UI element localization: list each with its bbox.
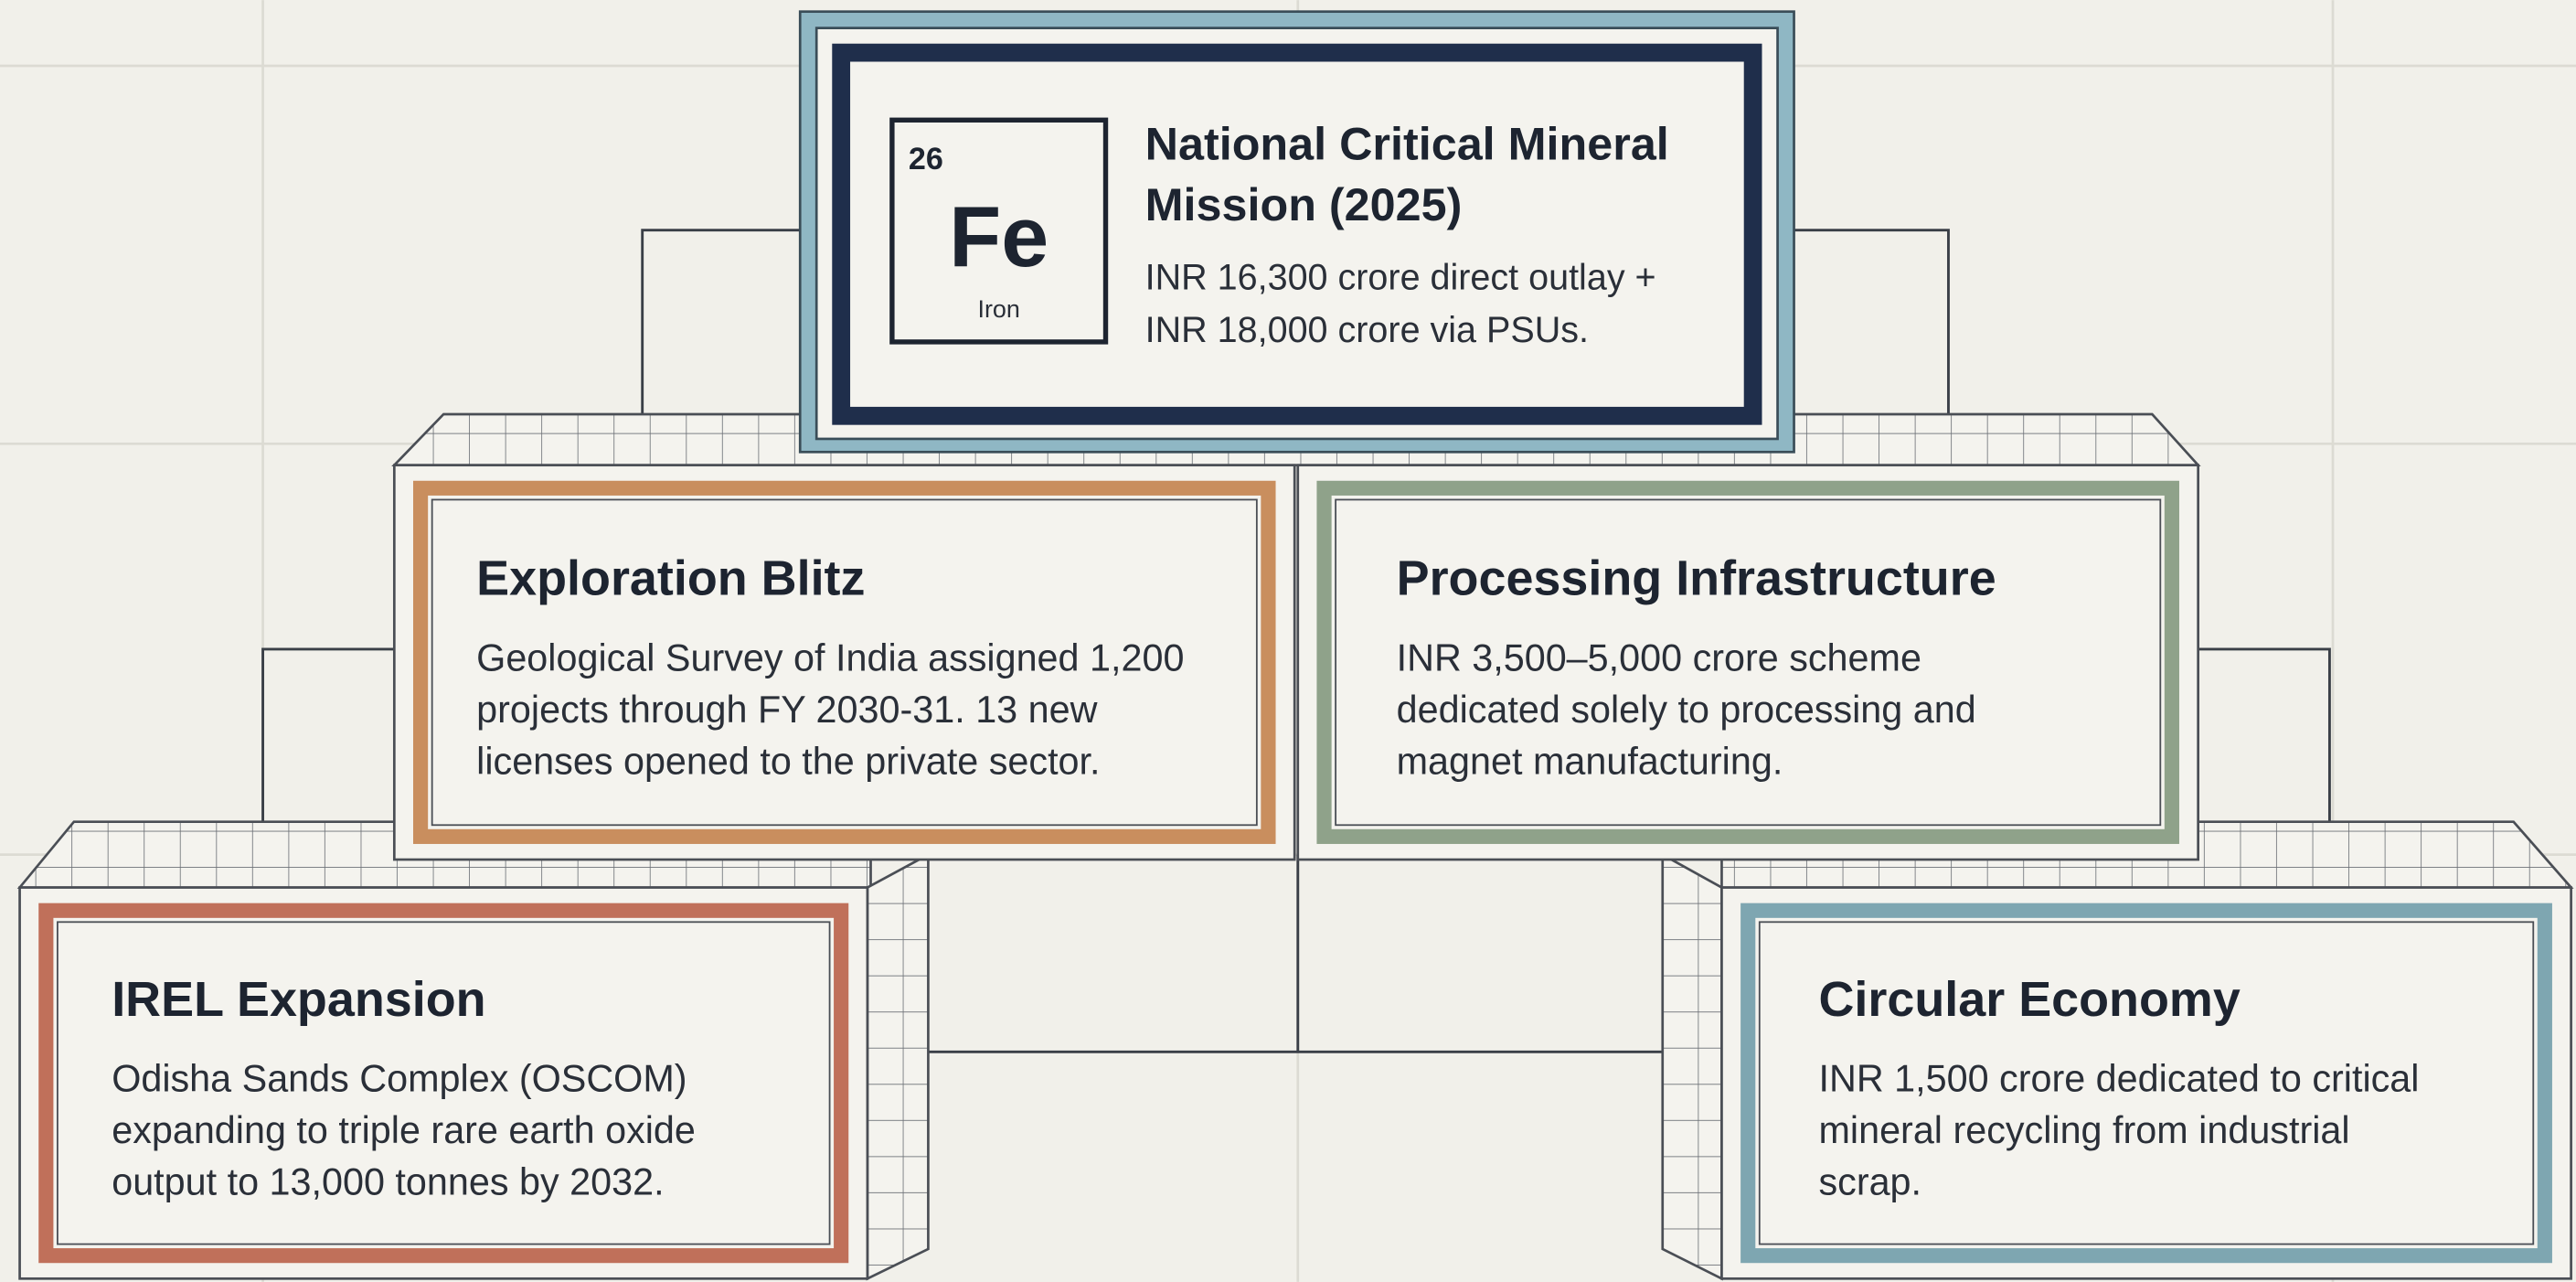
card-text: magnet manufacturing. [1397, 741, 1783, 783]
card-border [38, 903, 849, 1264]
element-number: 26 [909, 142, 943, 176]
card-text: INR 3,500–5,000 crore scheme [1397, 636, 1921, 678]
card-title: Circular Economy [1818, 972, 2240, 1027]
card-text: INR 1,500 crore dedicated to critical [1818, 1057, 2419, 1099]
card-inner [1758, 921, 2535, 1245]
card-inner [57, 921, 831, 1245]
card-border [1740, 903, 2552, 1264]
card-frame [18, 886, 869, 1280]
card-text: Odisha Sands Complex (OSCOM) [112, 1057, 687, 1099]
element-name: Iron [977, 295, 1019, 323]
card-text: scrap. [1818, 1161, 1921, 1203]
card-frame [392, 464, 1296, 861]
card-border [1316, 480, 2179, 844]
card-frame [1720, 886, 2572, 1280]
header-text: INR 16,300 crore direct outlay + [1145, 257, 1656, 297]
card-inner [1335, 498, 2162, 827]
card-title: Exploration Blitz [476, 551, 865, 606]
card-text: dedicated solely to processing and [1397, 689, 1976, 731]
connectors [261, 229, 2331, 1053]
card-title: IREL Expansion [112, 972, 485, 1027]
card-title: Processing Infrastructure [1397, 551, 1996, 606]
card-text: Geological Survey of India assigned 1,20… [476, 636, 1184, 678]
card-frame [1296, 464, 2199, 861]
header-card: 26 Fe Iron National Critical Mineral Mis… [798, 10, 1795, 454]
card-text: expanding to triple rare earth oxide [112, 1109, 696, 1151]
header-text: INR 18,000 crore via PSUs. [1145, 310, 1589, 350]
header-title: National Critical Mineral [1145, 117, 1669, 169]
header-title: Mission (2025) [1145, 178, 1463, 230]
card-inner [431, 498, 1258, 827]
card-text: mineral recycling from industrial [1818, 1109, 2349, 1151]
card-text: licenses opened to the private sector. [476, 741, 1100, 783]
card-border [412, 480, 1276, 844]
element-symbol: Fe [949, 188, 1048, 284]
card-text: output to 13,000 tonnes by 2032. [112, 1161, 664, 1203]
card-text: projects through FY 2030-31. 13 new [476, 689, 1097, 731]
